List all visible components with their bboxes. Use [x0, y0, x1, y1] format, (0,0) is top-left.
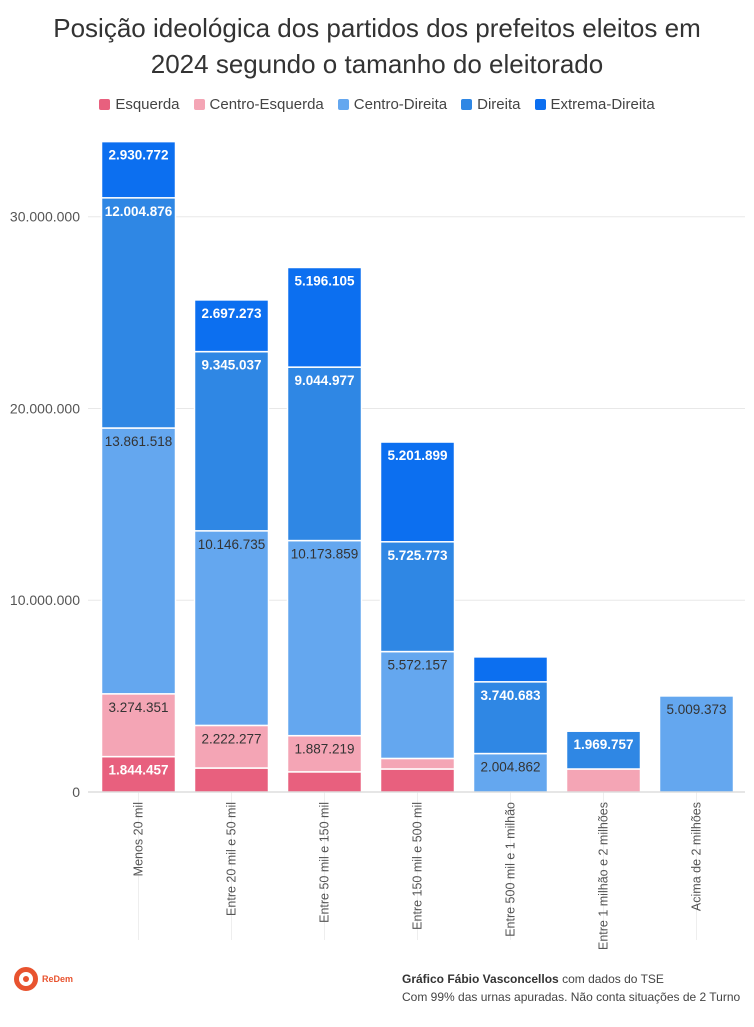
- data-label: 3.740.683: [480, 688, 541, 703]
- bar-direita-2: [193, 350, 270, 532]
- bar-centro-direita-4: [379, 650, 456, 760]
- data-label: 5.196.105: [294, 273, 355, 288]
- chart-title-line-1: Posição ideológica dos partidos dos pref…: [53, 13, 701, 43]
- data-label: 1.887.219: [294, 742, 354, 757]
- x-tick-label: Entre 20 mil e 50 mil: [225, 802, 239, 916]
- bar-extrema-direita-2: [193, 299, 270, 353]
- x-tick-label: Entre 500 mil e 1 milhão: [504, 802, 518, 937]
- data-label: 9.044.977: [294, 373, 354, 388]
- legend-label: Esquerda: [115, 96, 180, 113]
- data-label: 3.274.351: [108, 700, 168, 715]
- bar-esquerda-4: [379, 768, 456, 793]
- data-label: 1.844.457: [108, 763, 168, 778]
- y-tick-label: 10.000.000: [10, 592, 80, 608]
- bar-direita-1: [100, 197, 177, 429]
- legend-swatch: [99, 99, 111, 110]
- logo-text: ReDem: [42, 974, 74, 984]
- bar-esquerda-1: [100, 755, 177, 793]
- bar-direita-6: [565, 730, 642, 770]
- bar-direita-4: [379, 541, 456, 653]
- bar-centro-esquerda-2: [193, 724, 270, 769]
- legend-swatch: [534, 99, 546, 110]
- data-label: 5.725.773: [387, 548, 448, 563]
- bar-extrema-direita-1: [100, 140, 177, 199]
- data-label: 1.969.757: [573, 737, 633, 752]
- credit-author: Gráfico Fábio Vasconcellos: [402, 972, 559, 986]
- data-label: 2.004.862: [480, 760, 540, 775]
- x-tick-label: Entre 50 mil e 150 mil: [318, 802, 332, 923]
- legend-label: Extrema-Direita: [550, 96, 655, 113]
- data-label: 2.697.273: [201, 306, 262, 321]
- data-label: 9.345.037: [201, 358, 261, 373]
- legend-swatch: [461, 99, 473, 110]
- data-label: 2.222.277: [201, 731, 261, 746]
- x-tick-label: Menos 20 mil: [132, 802, 146, 876]
- x-tick-label: Entre 1 milhão e 2 milhões: [597, 802, 611, 950]
- credit: Gráfico Fábio Vasconcellos com dados do …: [402, 970, 740, 1006]
- legend-item-direita: Direita: [461, 96, 521, 113]
- legend-label: Centro-Esquerda: [209, 96, 324, 113]
- legend: Esquerda Centro-Esquerda Centro-Direita Dir…: [0, 96, 754, 113]
- bar-centro-direita-1: [100, 427, 177, 695]
- bar-centro-esquerda-1: [100, 693, 177, 758]
- credit-source: com dados do TSE: [558, 972, 664, 986]
- legend-item-centro-esquerda: Centro-Esquerda: [193, 96, 324, 113]
- bar-esquerda-2: [193, 767, 270, 793]
- bar-direita-5: [472, 681, 549, 755]
- y-tick-label: 0: [72, 784, 80, 800]
- redem-logo: ReDem: [14, 967, 73, 991]
- legend-swatch: [193, 99, 205, 110]
- data-label: 5.009.373: [666, 702, 726, 717]
- legend-item-esquerda: Esquerda: [99, 96, 180, 113]
- bar-centro-esquerda-6: [565, 768, 642, 793]
- legend-label: Direita: [477, 96, 521, 113]
- legend-item-extrema-direita: Extrema-Direita: [534, 96, 655, 113]
- credit-note: Com 99% das urnas apuradas. Não conta si…: [402, 990, 741, 1004]
- data-label: 5.572.157: [387, 658, 447, 673]
- x-tick-label: Entre 150 mil e 500 mil: [411, 802, 425, 930]
- bar-extrema-direita-3: [286, 266, 363, 368]
- bar-centro-esquerda-3: [286, 734, 363, 773]
- data-label: 2.930.772: [108, 148, 168, 163]
- legend-item-centro-direita: Centro-Direita: [337, 96, 448, 113]
- legend-label: Centro-Direita: [353, 96, 448, 113]
- data-label: 12.004.876: [105, 204, 173, 219]
- bar-extrema-direita-4: [379, 441, 456, 543]
- data-label: 5.201.899: [387, 448, 447, 463]
- bar-esquerda-3: [286, 771, 363, 793]
- credit-line: Gráfico Fábio Vasconcellos com dados do …: [402, 970, 740, 988]
- data-label: 13.861.518: [105, 434, 173, 449]
- bar-extrema-direita-5: [472, 656, 549, 683]
- bar-centro-direita-3: [286, 539, 363, 737]
- x-tick-label: Acima de 2 milhões: [690, 802, 704, 911]
- data-label: 10.173.859: [291, 547, 359, 562]
- bar-direita-3: [286, 366, 363, 542]
- legend-swatch: [337, 99, 349, 110]
- bar-chart: 0 10.000.000 20.000.000 30.000.000 1.844.457…: [10, 140, 745, 950]
- bar-centro-esquerda-4: [379, 757, 456, 770]
- chart-title-line-2: 2024 segundo o tamanho do eleitorado: [150, 49, 604, 79]
- bar-centro-direita-2: [193, 530, 270, 727]
- logo-icon: [14, 967, 38, 991]
- y-tick-label: 30.000.000: [10, 209, 80, 225]
- data-label: 10.146.735: [198, 537, 266, 552]
- y-tick-label: 20.000.000: [10, 400, 80, 416]
- chart-title: Posição ideológica dos partidos dos pref…: [0, 10, 754, 82]
